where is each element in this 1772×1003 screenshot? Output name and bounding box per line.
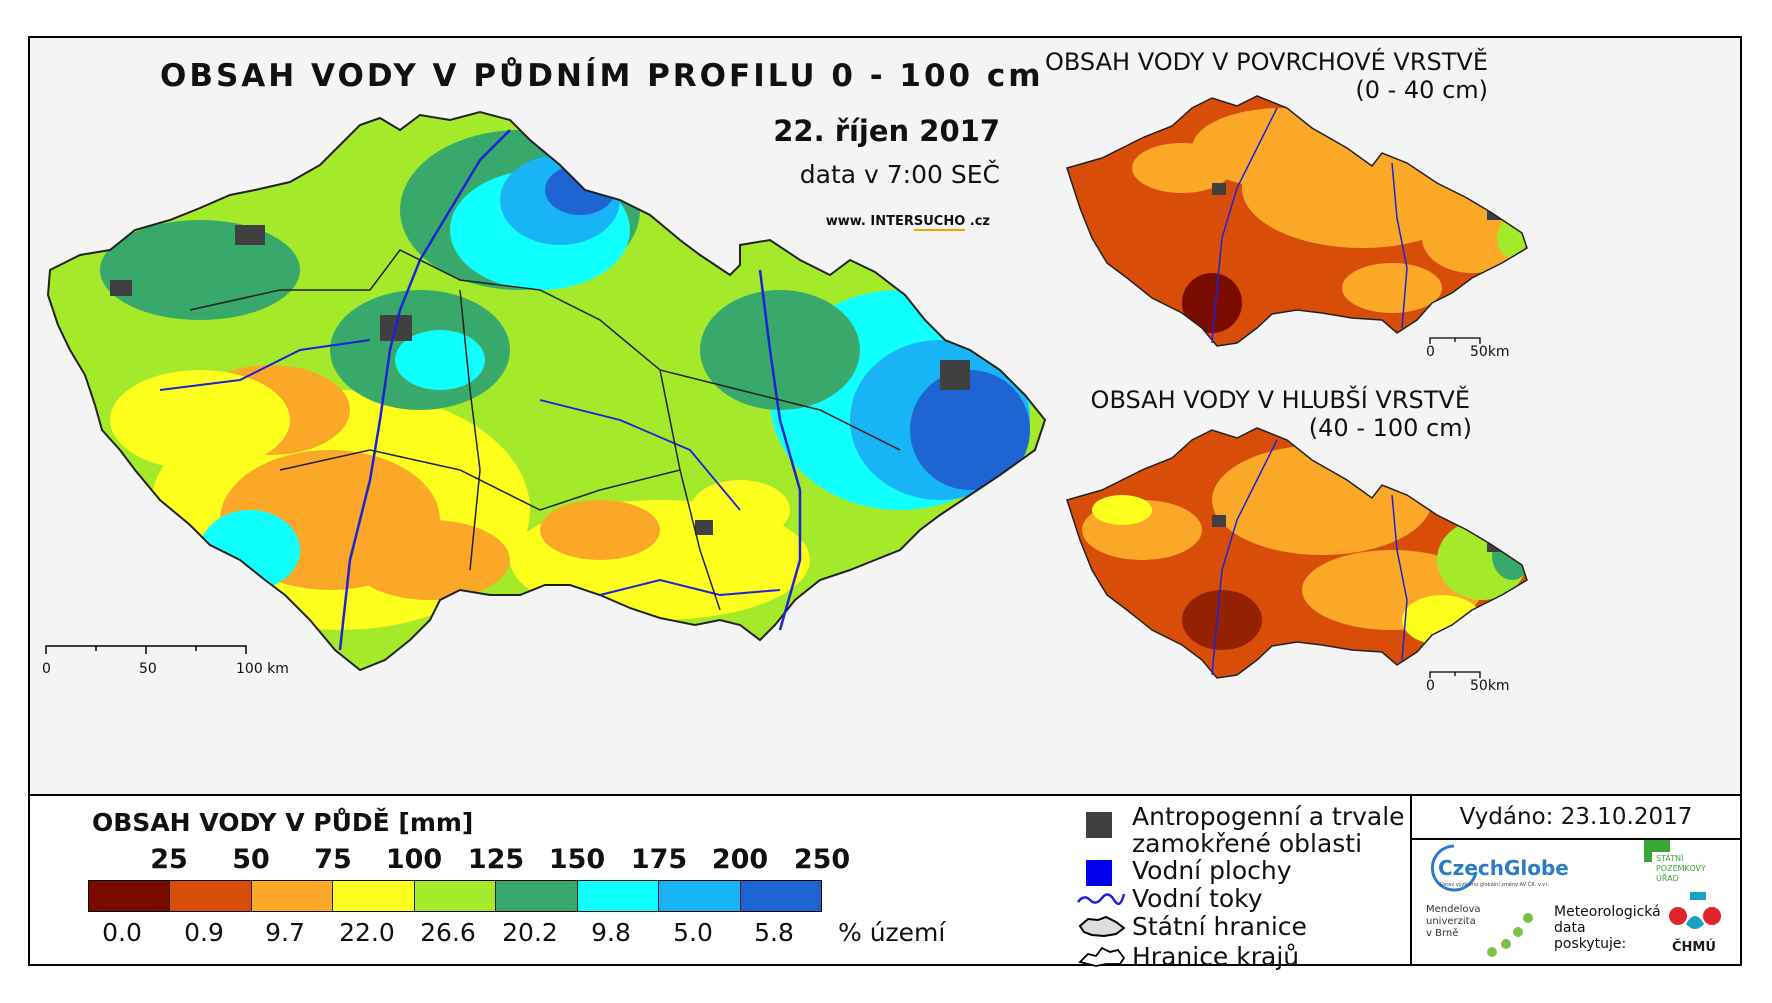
czechglobe-logo: CzechGlobe Ústav výzkumu globální změny … [1424,842,1569,894]
threshold-label: 150 [548,844,606,875]
czechglobe-arc-icon [1430,844,1478,892]
mendel-university-logo: Mendelova univerzita v Brně [1422,904,1546,962]
mendel-dots-icon [1487,913,1533,957]
logos-divider [1410,796,1412,966]
threshold-label: 75 [314,844,352,875]
issue-date-box: Vydáno: 23.10.2017 [1412,796,1740,840]
mendel-line1: Mendelova [1426,904,1481,915]
surface-layer-map [1066,95,1528,347]
main-soil-water-map [46,110,1047,672]
chmu-logo: ČHMÚ [1660,890,1732,962]
main-scale-label-0: 0 [42,661,51,677]
website-prefix: www. INTER [825,214,914,229]
website-suffix: .cz [965,214,990,229]
legend-label: Hranice krajů [1132,942,1300,971]
threshold-label: 200 [711,844,769,875]
chmu-name: ČHMÚ [1672,940,1716,955]
percent-label: 0.9 [184,918,224,947]
legend-label: Státní hranice [1132,912,1307,941]
color-class-swatch [496,881,578,911]
legend-label: zamokřené oblasti [1132,829,1363,858]
chmu-cyan-bar-icon [1690,892,1706,900]
met-line2: data [1554,920,1586,936]
met-line3: poskytuje: [1554,936,1627,952]
met-line1: Meteorologická [1554,904,1661,920]
website-highlight: SUCHO [913,214,966,231]
color-class-swatch [170,881,252,911]
czechglobe-name: CzechGlobe [1438,856,1569,880]
color-class-swatch [740,881,821,911]
mendel-line2: univerzita [1426,916,1476,927]
color-scale-bar [88,880,822,912]
surface-map-range: (0 - 40 cm) [1355,76,1488,104]
main-scale-label-50: 50 [139,661,157,677]
color-class-swatch [659,881,741,911]
legend-label: Vodní toky [1132,884,1263,913]
spu-logo: STÁTNÍ POZEMKOVÝ ÚŘAD [1640,838,1720,888]
anthropogenic-square-icon [1086,812,1112,838]
threshold-label: 100 [385,844,443,875]
percent-label: 0.0 [102,918,142,947]
river-line-icon [1077,893,1126,906]
threshold-label: 125 [467,844,525,875]
percent-label: 5.8 [754,918,794,947]
mendel-line3: v Brně [1426,928,1459,939]
deep-map-range: (40 - 100 cm) [1308,414,1472,442]
deep-scale-label-0: 0 [1426,678,1435,694]
percent-label: 20.2 [502,918,558,947]
czechglobe-subtitle: Ústav výzkumu globální změny AV ČR, v.v.… [1440,882,1550,888]
percent-label: 22.0 [339,918,395,947]
main-scale-label-100: 100 km [236,661,289,677]
main-map-time: data v 7:00 SEČ [799,160,1000,189]
color-class-swatch [414,881,497,911]
main-scale-bar [45,645,247,654]
deep-scale-label-50: 50km [1470,678,1510,694]
legend-heading: OBSAH VODY V PŮDĚ [mm] [92,808,474,837]
spu-line3: ÚŘAD [1656,874,1679,883]
threshold-label: 25 [150,844,188,875]
surface-scale-bar [1429,337,1481,344]
main-map-date: 22. říjen 2017 [773,114,1000,148]
color-class-swatch [577,881,660,911]
deep-scale-bar [1429,671,1481,678]
threshold-label: 250 [793,844,851,875]
percent-label: 5.0 [673,918,713,947]
surface-scale-label-0: 0 [1426,344,1435,360]
spu-line1: STÁTNÍ [1656,854,1684,863]
main-map-title: OBSAH VODY V PŮDNÍM PROFILU 0 - 100 cm [160,58,1044,94]
deep-map-title: OBSAH VODY V HLUBŠÍ VRSTVĚ [1090,386,1470,414]
deep-layer-map [1066,427,1528,679]
state-border-icon [1078,915,1126,938]
color-class-swatch [251,881,334,911]
region-border-icon [1078,946,1126,967]
spu-green-stem-icon [1644,840,1652,862]
water-body-square-icon [1086,860,1112,886]
color-class-swatch [333,881,415,911]
website-link[interactable]: www. INTERSUCHO .cz [760,214,990,231]
color-class-swatch [89,881,171,911]
percent-unit-label: % území [838,918,946,947]
legend-label: Antropogenní a trvale [1132,802,1405,831]
surface-scale-label-50: 50km [1470,344,1510,360]
threshold-label: 175 [630,844,688,875]
surface-map-title: OBSAH VODY V POVRCHOVÉ VRSTVĚ [1045,48,1488,76]
spu-line2: POZEMKOVÝ [1656,864,1706,873]
issue-date: Vydáno: 23.10.2017 [1459,804,1693,830]
meteorological-data-credit: Meteorologická data poskytuje: [1554,904,1661,962]
legend-label: Vodní plochy [1132,856,1292,885]
chmu-symbol-icon [1669,907,1721,929]
percent-label: 9.7 [265,918,305,947]
percent-label: 26.6 [420,918,476,947]
threshold-label: 50 [232,844,270,875]
percent-label: 9.8 [591,918,631,947]
